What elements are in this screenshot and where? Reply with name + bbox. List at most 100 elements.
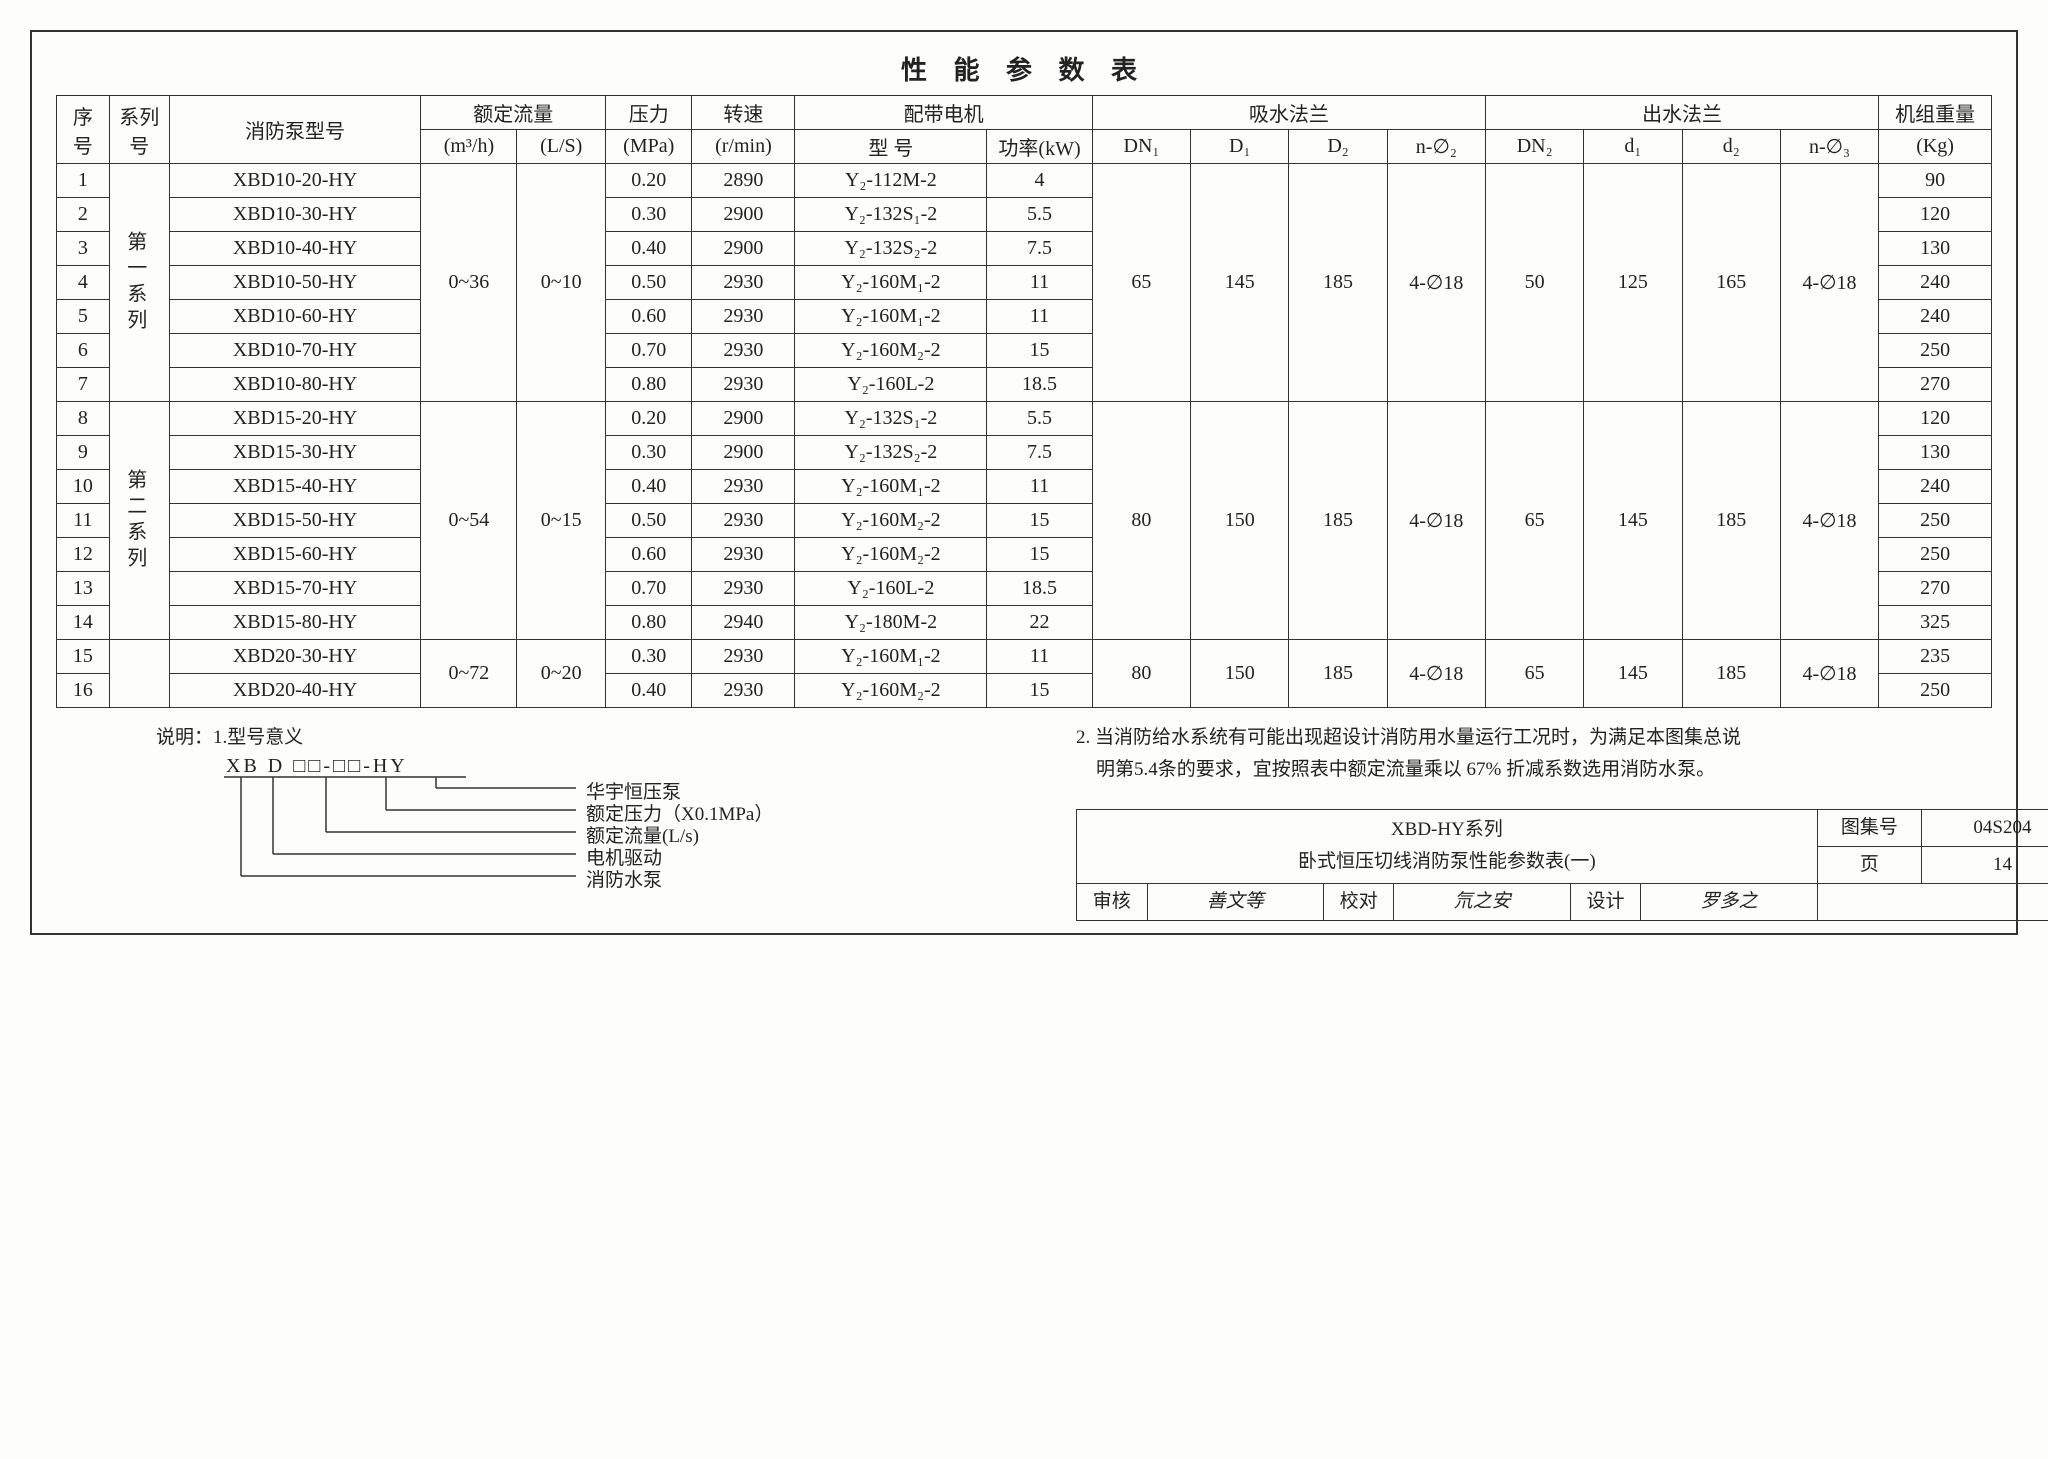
cell-seq: 14	[57, 606, 110, 640]
tb-title1: XBD-HY系列	[1083, 814, 1811, 846]
table-head: 序号 系列号 消防泵型号 额定流量 压力 转速 配带电机 吸水法兰 出水法兰 机…	[57, 96, 1992, 164]
cell-nphi3: 4-∅18	[1780, 402, 1878, 640]
cell-d2: 185	[1682, 640, 1780, 708]
page-title: 性 能 参 数 表	[56, 50, 1992, 87]
tb-page-no: 14	[1921, 846, 2048, 883]
cell-model: XBD15-20-HY	[169, 402, 421, 436]
cell-D1: 150	[1191, 402, 1289, 640]
cell-kg: 270	[1879, 368, 1992, 402]
cell-kg: 240	[1879, 470, 1992, 504]
cell-mpa: 0.80	[606, 606, 692, 640]
cell-dn1: 80	[1092, 640, 1190, 708]
note-right: 2. 当消防给水系统有可能出现超设计消防用水量运行工况时，为满足本图集总说 明第…	[1076, 722, 1896, 921]
cell-nphi3: 4-∅18	[1780, 640, 1878, 708]
th-kg: (Kg)	[1879, 130, 1992, 164]
cell-nphi2: 4-∅18	[1387, 164, 1485, 402]
cell-nphi2: 4-∅18	[1387, 402, 1485, 640]
cell-dn1: 80	[1092, 402, 1190, 640]
notes: 说明：1.型号意义 XB D □□-□□-HY 华宇恒压泵 额定压力（X0.	[56, 722, 1992, 921]
cell-dn2: 65	[1485, 640, 1583, 708]
th-speed: 转速	[692, 96, 795, 130]
cell-rpm: 2930	[692, 572, 795, 606]
th-press: 压力	[606, 96, 692, 130]
cell-kg: 250	[1879, 504, 1992, 538]
cell-d2: 185	[1682, 402, 1780, 640]
cell-rpm: 2930	[692, 504, 795, 538]
note2a: 2. 当消防给水系统有可能出现超设计消防用水量运行工况时，为满足本图集总说	[1076, 722, 1896, 754]
cell-series: 第一系列	[109, 164, 169, 402]
th-flow: 额定流量	[421, 96, 606, 130]
cell-D2: 185	[1289, 402, 1387, 640]
cell-seq: 6	[57, 334, 110, 368]
cell-kw: 18.5	[987, 572, 1093, 606]
cell-m3h: 0~54	[421, 402, 517, 640]
cell-kg: 130	[1879, 436, 1992, 470]
cell-nphi2: 4-∅18	[1387, 640, 1485, 708]
cell-rpm: 2930	[692, 368, 795, 402]
cell-model: XBD15-50-HY	[169, 504, 421, 538]
cell-dn2: 65	[1485, 402, 1583, 640]
note2b: 明第5.4条的要求，宜按照表中额定流量乘以 67% 折减系数选用消防水泵。	[1076, 754, 1896, 786]
cell-series	[109, 640, 169, 708]
cell-kw: 11	[987, 266, 1093, 300]
cell-seq: 12	[57, 538, 110, 572]
cell-dn1: 65	[1092, 164, 1190, 402]
cell-rpm: 2900	[692, 436, 795, 470]
th-seq: 序号	[57, 96, 110, 164]
cell-kw: 15	[987, 334, 1093, 368]
cell-m3h: 0~36	[421, 164, 517, 402]
cell-kw: 5.5	[987, 198, 1093, 232]
tb-page-label: 页	[1817, 846, 1921, 883]
th-motor: 配带电机	[795, 96, 1092, 130]
cell-kg: 235	[1879, 640, 1992, 674]
cell-model: XBD10-50-HY	[169, 266, 421, 300]
cell-kw: 7.5	[987, 232, 1093, 266]
cell-kg: 240	[1879, 266, 1992, 300]
cell-motor: Y₂-132S₂-2	[795, 232, 987, 266]
table-row: 15XBD20-30-HY0~720~200.302930Y₂-160M₁-21…	[57, 640, 1992, 674]
cell-motor: Y₂-160M₁-2	[795, 470, 987, 504]
tb-title2: 卧式恒压切线消防泵性能参数表(一)	[1083, 846, 1811, 878]
cell-mpa: 0.50	[606, 266, 692, 300]
cell-motor: Y₂-160M₁-2	[795, 640, 987, 674]
cell-mpa: 0.50	[606, 504, 692, 538]
cell-D1: 150	[1191, 640, 1289, 708]
cell-model: XBD20-30-HY	[169, 640, 421, 674]
cell-d1: 145	[1584, 640, 1682, 708]
th-D2: D₂	[1289, 130, 1387, 164]
cell-rpm: 2930	[692, 674, 795, 708]
cell-kw: 18.5	[987, 368, 1093, 402]
cell-model: XBD10-70-HY	[169, 334, 421, 368]
cell-mpa: 0.40	[606, 232, 692, 266]
cell-motor: Y₂-180M-2	[795, 606, 987, 640]
cell-model: XBD15-30-HY	[169, 436, 421, 470]
cell-kw: 15	[987, 538, 1093, 572]
table-row: 1第一系列XBD10-20-HY0~360~100.202890Y₂-112M-…	[57, 164, 1992, 198]
cell-d1: 125	[1584, 164, 1682, 402]
cell-kg: 250	[1879, 538, 1992, 572]
cell-model: XBD10-30-HY	[169, 198, 421, 232]
title-block-table: XBD-HY系列 卧式恒压切线消防泵性能参数表(一) 图集号 04S204 页 …	[1076, 809, 2048, 922]
th-m3h: (m³/h)	[421, 130, 517, 164]
cell-seq: 1	[57, 164, 110, 198]
th-d2: d₂	[1682, 130, 1780, 164]
cell-seq: 9	[57, 436, 110, 470]
cell-motor: Y₂-160M₂-2	[795, 674, 987, 708]
th-series: 系列号	[109, 96, 169, 164]
title-block: XBD-HY系列 卧式恒压切线消防泵性能参数表(一) 图集号 04S204 页 …	[1076, 809, 2048, 922]
cell-series: 第二系列	[109, 402, 169, 640]
cell-motor: Y₂-160M₁-2	[795, 300, 987, 334]
th-nphi3: n-∅₃	[1780, 130, 1878, 164]
sheet: 性 能 参 数 表 序号 系列号 消防泵型号 额定流量 压力 转速 配带电机 吸…	[30, 30, 2018, 935]
cell-mpa: 0.80	[606, 368, 692, 402]
cell-model: XBD10-80-HY	[169, 368, 421, 402]
cell-D2: 185	[1289, 640, 1387, 708]
th-mpa: (MPa)	[606, 130, 692, 164]
cell-kg: 325	[1879, 606, 1992, 640]
th-model: 消防泵型号	[169, 96, 421, 164]
cell-motor: Y₂-160L-2	[795, 368, 987, 402]
cell-rpm: 2930	[692, 538, 795, 572]
cell-mpa: 0.60	[606, 538, 692, 572]
th-m-model: 型 号	[795, 130, 987, 164]
tb-check-v: 氘之安	[1394, 884, 1570, 921]
